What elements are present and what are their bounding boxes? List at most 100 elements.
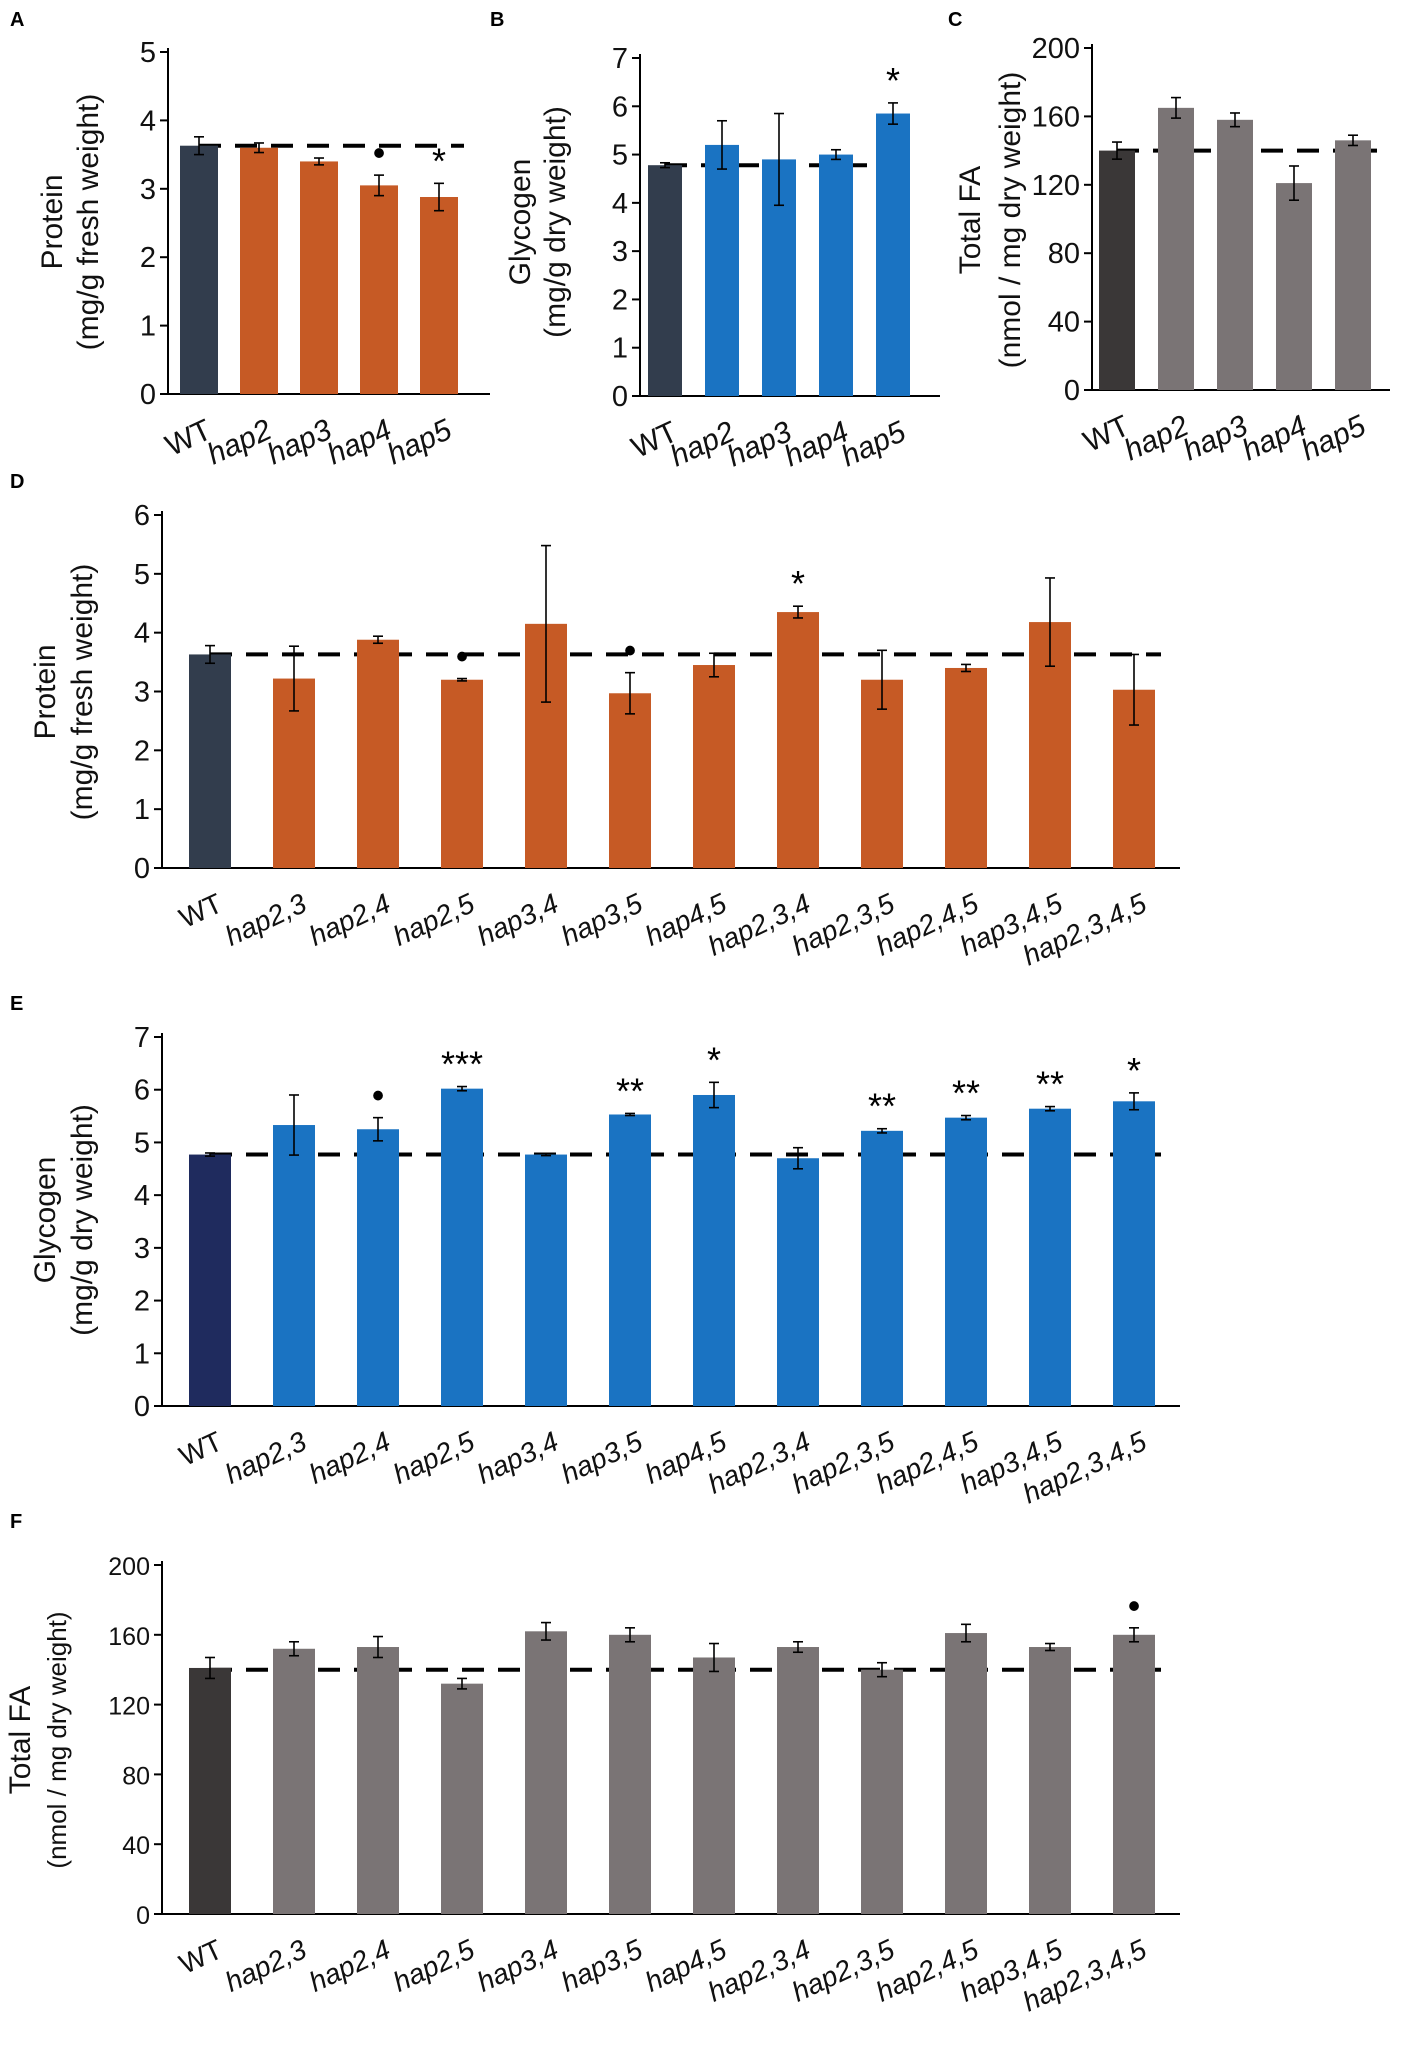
y-tick-label: 4 (140, 105, 156, 137)
significance-mark: • (456, 636, 469, 677)
y-axis-label-line1: Protein (36, 174, 69, 269)
y-tick-label: 160 (108, 1623, 150, 1651)
y-axis-label-line1: Glycogen (29, 1157, 62, 1284)
significance-mark: ** (952, 1073, 980, 1114)
y-axis-label-line2: (nmol / mg dry weight) (42, 1611, 72, 1868)
x-tick-label: hap2,4 (304, 887, 395, 951)
bar-hap2-4 (357, 1129, 399, 1406)
significance-mark: * (432, 140, 446, 181)
x-tick-label: hap3,5 (556, 887, 647, 951)
bar-hap2-3-4-5 (1113, 1101, 1155, 1406)
panel-letter: A (10, 9, 24, 31)
y-tick-label: 1 (612, 333, 628, 365)
x-tick-label: hap2,4 (304, 1425, 395, 1489)
x-tick-label: hap3,4 (472, 887, 563, 951)
y-tick-label: 7 (134, 1022, 150, 1054)
significance-mark: • (373, 132, 386, 173)
y-tick-label: 200 (108, 1553, 150, 1581)
significance-mark: • (1128, 1585, 1141, 1626)
x-tick-label: hap2,4 (304, 1933, 395, 1997)
significance-mark: * (791, 563, 805, 604)
bar-hap2-4 (357, 639, 399, 868)
bar-wt (189, 1667, 231, 1914)
bar-hap3-4 (525, 1154, 567, 1406)
bar-wt (189, 1154, 231, 1406)
y-tick-label: 3 (140, 174, 156, 206)
bar-hap2 (705, 144, 739, 396)
y-axis-label: Protein (mg/g fresh weight) (29, 564, 99, 821)
y-tick-label: 0 (140, 379, 156, 411)
panel-letter: D (10, 471, 24, 493)
bar-hap2-4-5 (945, 1633, 987, 1914)
bar-hap3-4 (525, 1631, 567, 1914)
y-axis-label: Glycogen (mg/g dry weight) (29, 1104, 99, 1336)
x-tick-label: hap3,5 (556, 1933, 647, 1997)
bar-hap3-5 (609, 1634, 651, 1914)
y-tick-label: 6 (134, 500, 150, 532)
bar-hap5 (420, 197, 458, 394)
y-tick-label: 200 (1032, 33, 1080, 65)
panel-f: F 0 40 80 120 160 200 Total FA (nmol / mg dry we… (4, 1511, 1180, 2017)
y-tick-label: 0 (136, 1902, 150, 1930)
bar-hap2-3-4 (777, 1158, 819, 1406)
y-tick-label: 4 (134, 1180, 150, 1212)
significance-mark: * (886, 60, 900, 101)
y-tick-label: 6 (612, 91, 628, 123)
bar-hap5 (1335, 140, 1371, 390)
bar-hap2-3-5 (861, 679, 903, 868)
y-tick-label: 2 (612, 284, 628, 316)
bar-hap4-5 (693, 1094, 735, 1406)
y-axis-label-line1: Protein (29, 644, 62, 739)
bar-hap2 (1158, 107, 1194, 390)
y-tick-label: 3 (134, 677, 150, 709)
y-axis-label-line2: (mg/g fresh weight) (66, 564, 99, 821)
panel-letter: B (490, 9, 504, 31)
y-axis-label-line2: (mg/g fresh weight) (72, 94, 105, 351)
y-tick-label: 0 (1064, 375, 1080, 407)
x-tick-label: hap5 (1296, 409, 1371, 467)
y-tick-label: 80 (1048, 238, 1080, 270)
x-tick-label: hap3,5 (556, 1425, 647, 1489)
y-tick-label: 40 (1048, 307, 1080, 339)
significance-mark: ** (868, 1086, 896, 1127)
bar-hap2-4 (357, 1647, 399, 1914)
y-tick-label: 4 (612, 188, 628, 220)
y-axis-label-line2: (nmol / mg dry weight) (994, 72, 1027, 369)
bar-wt (1099, 150, 1135, 390)
significance-mark: • (624, 630, 637, 671)
bar-hap3-5 (609, 693, 651, 868)
y-tick-label: 6 (134, 1075, 150, 1107)
x-tick-label: hap3,4 (472, 1425, 563, 1489)
y-tick-label: 5 (140, 37, 156, 69)
bar-hap2-3-5 (861, 1669, 903, 1914)
x-tick-label: hap5 (836, 415, 911, 473)
bar-hap3-4-5 (1029, 1647, 1071, 1914)
y-axis-label: Total FA (nmol / mg dry weight) (954, 72, 1027, 369)
bar-hap3 (300, 161, 338, 394)
bar-wt (648, 165, 682, 396)
bar-hap3-5 (609, 1114, 651, 1406)
bar-hap2-3 (273, 1125, 315, 1406)
y-tick-label: 2 (140, 242, 156, 274)
x-tick-label: hap2,5 (388, 1425, 479, 1489)
panel-letter: F (10, 1511, 22, 1533)
bar-hap2 (240, 147, 278, 394)
bar-hap4 (360, 185, 398, 394)
x-tick-label: hap5 (382, 413, 457, 471)
y-tick-label: 3 (612, 236, 628, 268)
significance-mark: *** (441, 1044, 483, 1085)
y-axis-label-line2: (mg/g dry weight) (539, 106, 572, 338)
bar-hap4 (1276, 183, 1312, 390)
bar-hap2-4-5 (945, 667, 987, 868)
y-axis-label: Total FA (nmol / mg dry weight) (4, 1611, 72, 1868)
y-tick-label: 120 (1032, 170, 1080, 202)
significance-mark: ** (616, 1070, 644, 1111)
x-tick-label: WT (174, 887, 227, 933)
y-tick-label: 1 (134, 1338, 150, 1370)
y-tick-label: 2 (134, 735, 150, 767)
x-tick-label: hap3,4 (472, 1933, 563, 1997)
y-tick-label: 80 (122, 1762, 150, 1790)
